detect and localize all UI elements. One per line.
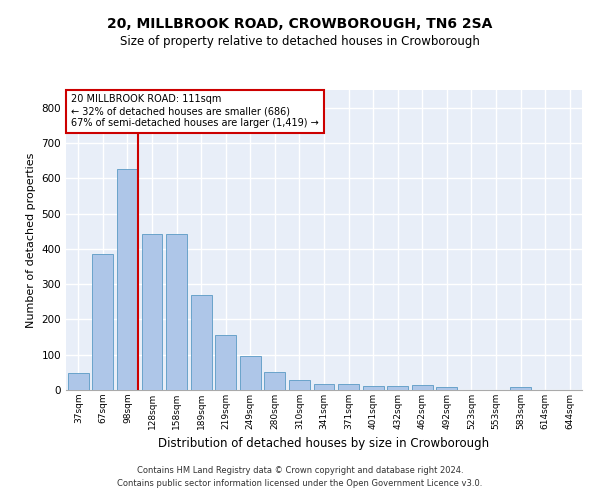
Bar: [92, 254, 113, 390]
Bar: [191, 294, 212, 390]
Text: 20 MILLBROOK ROAD: 111sqm
← 32% of detached houses are smaller (686)
67% of semi: 20 MILLBROOK ROAD: 111sqm ← 32% of detac…: [71, 94, 319, 128]
Bar: [338, 384, 359, 390]
Y-axis label: Number of detached properties: Number of detached properties: [26, 152, 36, 328]
Text: Size of property relative to detached houses in Crowborough: Size of property relative to detached ho…: [120, 35, 480, 48]
Bar: [68, 374, 89, 390]
Bar: [142, 234, 163, 390]
Bar: [117, 170, 138, 390]
Bar: [265, 372, 286, 390]
X-axis label: Distribution of detached houses by size in Crowborough: Distribution of detached houses by size …: [158, 438, 490, 450]
Bar: [387, 386, 408, 390]
Text: 20, MILLBROOK ROAD, CROWBOROUGH, TN6 2SA: 20, MILLBROOK ROAD, CROWBOROUGH, TN6 2SA: [107, 18, 493, 32]
Bar: [436, 387, 457, 390]
Bar: [215, 336, 236, 390]
Text: Contains HM Land Registry data © Crown copyright and database right 2024.
Contai: Contains HM Land Registry data © Crown c…: [118, 466, 482, 487]
Bar: [240, 356, 261, 390]
Bar: [166, 234, 187, 390]
Bar: [412, 385, 433, 390]
Bar: [289, 380, 310, 390]
Bar: [510, 387, 531, 390]
Bar: [314, 384, 334, 390]
Bar: [362, 386, 383, 390]
